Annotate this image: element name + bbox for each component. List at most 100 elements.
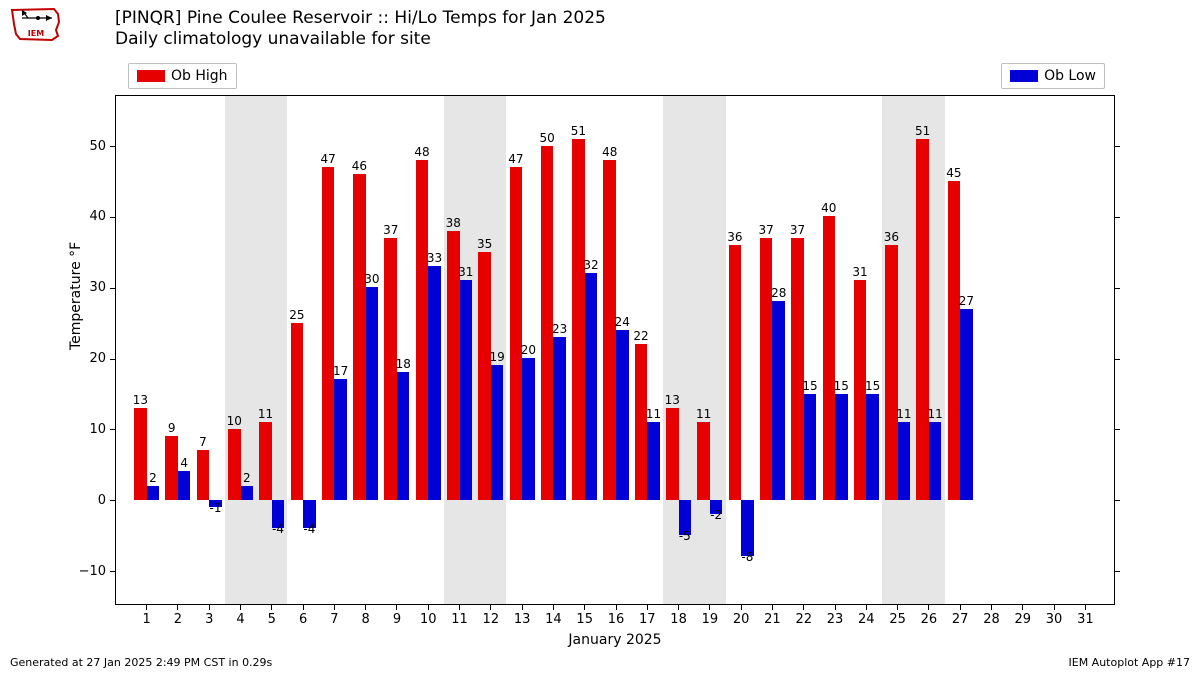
bar-label-high: 51 bbox=[571, 124, 586, 138]
bar-low bbox=[898, 422, 911, 500]
footer-generated: Generated at 27 Jan 2025 2:49 PM CST in … bbox=[10, 656, 272, 669]
bar-low bbox=[929, 422, 942, 500]
bar-label-low: 27 bbox=[959, 294, 974, 308]
bar-low bbox=[647, 422, 660, 500]
bar-high bbox=[666, 408, 679, 500]
bar-low bbox=[741, 500, 754, 557]
x-tick-label: 12 bbox=[483, 612, 500, 627]
bar-label-low: 11 bbox=[896, 407, 911, 421]
bar-low bbox=[428, 266, 441, 500]
x-tick-label: 9 bbox=[393, 612, 401, 627]
bar-label-high: 37 bbox=[790, 223, 805, 237]
x-axis-label: January 2025 bbox=[115, 632, 1115, 648]
bar-label-high: 47 bbox=[320, 152, 335, 166]
bar-high bbox=[916, 139, 929, 500]
footer-appid: IEM Autoplot App #17 bbox=[1069, 656, 1191, 669]
bar-high bbox=[760, 238, 773, 500]
bar-low bbox=[491, 365, 504, 500]
x-tick-label: 23 bbox=[827, 612, 844, 627]
bar-label-low: -5 bbox=[679, 529, 691, 543]
bar-high bbox=[823, 216, 836, 499]
y-tick-label: 10 bbox=[89, 422, 106, 437]
x-tick-label: 21 bbox=[764, 612, 781, 627]
svg-text:IEM: IEM bbox=[28, 29, 44, 38]
x-tick-label: 6 bbox=[299, 612, 307, 627]
bar-high bbox=[228, 429, 241, 500]
bar-label-high: 48 bbox=[414, 145, 429, 159]
y-tick-label: 50 bbox=[89, 139, 106, 154]
x-tick-label: 5 bbox=[268, 612, 276, 627]
bar-label-high: 31 bbox=[852, 265, 867, 279]
bar-low bbox=[397, 372, 410, 500]
bar-low bbox=[835, 394, 848, 500]
bar-high bbox=[165, 436, 178, 500]
bar-high bbox=[134, 408, 147, 500]
bar-label-low: -8 bbox=[741, 550, 753, 564]
bar-label-high: 25 bbox=[289, 308, 304, 322]
bar-label-high: 45 bbox=[946, 166, 961, 180]
x-tick-label: 15 bbox=[576, 612, 593, 627]
bar-high bbox=[885, 245, 898, 500]
bar-low bbox=[616, 330, 629, 500]
bar-label-low: 17 bbox=[333, 364, 348, 378]
bar-label-high: 36 bbox=[727, 230, 742, 244]
y-tick: −10 bbox=[116, 571, 1114, 572]
bar-low bbox=[460, 280, 473, 500]
legend-low-label: Ob Low bbox=[1044, 68, 1096, 84]
legend-low-swatch bbox=[1010, 70, 1038, 82]
bar-label-low: 18 bbox=[396, 357, 411, 371]
y-tick-label: 40 bbox=[89, 209, 106, 224]
bar-label-high: 51 bbox=[915, 124, 930, 138]
title-line2: Daily climatology unavailable for site bbox=[115, 29, 606, 50]
x-tick-label: 2 bbox=[174, 612, 182, 627]
x-tick-label: 28 bbox=[983, 612, 1000, 627]
x-tick-label: 27 bbox=[952, 612, 969, 627]
bar-low bbox=[553, 337, 566, 500]
bar-label-low: 24 bbox=[615, 315, 630, 329]
bar-high bbox=[635, 344, 648, 500]
title-line1: [PINQR] Pine Coulee Reservoir :: Hi/Lo T… bbox=[115, 8, 606, 29]
bar-label-high: 47 bbox=[508, 152, 523, 166]
bar-high bbox=[510, 167, 523, 500]
x-tick-label: 26 bbox=[921, 612, 938, 627]
x-tick-label: 25 bbox=[889, 612, 906, 627]
bar-high bbox=[353, 174, 366, 500]
plot-area: −100102030405012345678910111213141516171… bbox=[115, 95, 1115, 605]
weekend-band bbox=[225, 96, 256, 604]
legend-high-swatch bbox=[137, 70, 165, 82]
bar-label-low: -4 bbox=[272, 522, 284, 536]
bar-low bbox=[241, 486, 254, 500]
x-tick-label: 17 bbox=[639, 612, 656, 627]
x-tick-label: 4 bbox=[236, 612, 244, 627]
bar-high bbox=[729, 245, 742, 500]
y-axis-label: Temperature °F bbox=[68, 242, 84, 350]
y-tick-label: 0 bbox=[98, 493, 106, 508]
bar-label-high: 9 bbox=[168, 421, 176, 435]
bar-low bbox=[960, 309, 973, 500]
x-tick-label: 29 bbox=[1014, 612, 1031, 627]
bar-low bbox=[147, 486, 160, 500]
bar-high bbox=[697, 422, 710, 500]
bar-label-high: 37 bbox=[759, 223, 774, 237]
bar-label-low: 15 bbox=[865, 379, 880, 393]
bar-label-high: 10 bbox=[227, 414, 242, 428]
bar-label-high: 13 bbox=[133, 393, 148, 407]
iem-logo-icon: IEM bbox=[8, 4, 64, 44]
bar-low bbox=[522, 358, 535, 500]
bar-label-low: 15 bbox=[802, 379, 817, 393]
weekend-band bbox=[694, 96, 725, 604]
bar-label-high: 11 bbox=[696, 407, 711, 421]
bar-low bbox=[585, 273, 598, 500]
bar-label-low: 32 bbox=[583, 258, 598, 272]
x-tick-label: 31 bbox=[1077, 612, 1094, 627]
x-tick-label: 19 bbox=[702, 612, 719, 627]
legend-high-label: Ob High bbox=[171, 68, 228, 84]
bar-high bbox=[197, 450, 210, 500]
bar-label-high: 48 bbox=[602, 145, 617, 159]
bar-label-low: 20 bbox=[521, 343, 536, 357]
bar-label-high: 37 bbox=[383, 223, 398, 237]
x-tick-label: 11 bbox=[451, 612, 468, 627]
y-tick-label: 20 bbox=[89, 351, 106, 366]
bar-label-high: 7 bbox=[199, 435, 207, 449]
bar-label-high: 22 bbox=[633, 329, 648, 343]
